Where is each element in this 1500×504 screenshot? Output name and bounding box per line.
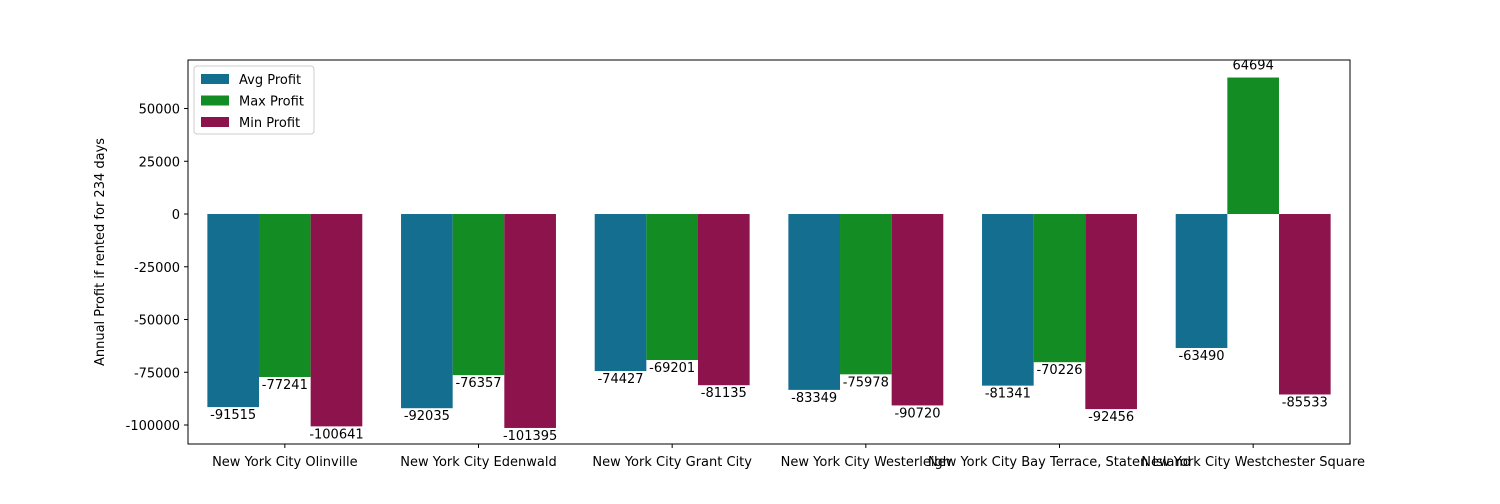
bar-max-profit-5 [1227,77,1279,215]
data-label: -101395 [503,429,557,444]
bar-min-profit-2 [697,214,750,386]
bar-max-profit-3 [840,214,892,375]
data-label: 64694 [1232,59,1273,74]
bar-avg-profit-1 [401,214,453,409]
y-tick-label: -75000 [134,366,180,381]
legend-swatch [201,95,229,106]
data-label: -81341 [985,387,1031,402]
y-tick-label: 0 [172,208,180,223]
legend-label: Max Profit [239,95,304,110]
bars-layer [207,77,1331,428]
data-label: -75978 [843,375,889,390]
bar-avg-profit-4 [982,214,1034,386]
data-label: -100641 [309,427,363,442]
y-tick-label: 25000 [139,155,180,170]
y-tick-label: -25000 [134,261,180,276]
bar-min-profit-0 [310,214,363,427]
data-label: -81135 [701,386,747,401]
legend-label: Avg Profit [239,73,301,88]
data-label: -85533 [1282,395,1328,410]
data-label: -91515 [210,408,256,423]
bar-max-profit-0 [259,214,311,377]
bar-avg-profit-5 [1175,214,1228,348]
x-tick-label: New York City Westerleigh [781,455,951,470]
x-tick-label: New York City Grant City [592,455,752,470]
data-label: -69201 [649,361,695,376]
legend-swatch [201,117,229,127]
data-label: -63490 [1178,349,1224,364]
bar-min-profit-4 [1085,214,1137,410]
x-tick-label: New York City Westchester Square [1141,455,1365,470]
legend-label: Min Profit [239,116,300,131]
data-label: -70226 [1036,363,1082,378]
y-tick-label: 50000 [139,103,180,118]
bar-min-profit-3 [891,214,944,406]
data-label: -92456 [1088,410,1134,425]
data-label: -76357 [455,376,501,391]
data-label: -90720 [894,406,940,421]
bar-min-profit-5 [1278,214,1331,395]
y-axis-label: Annual Profit if rented for 234 days [93,138,108,366]
axes-layer: -100000 -75000 -50000 -25000 0 25000 50000 New … [126,59,1365,470]
bar-avg-profit-0 [207,214,260,408]
data-label: -83349 [791,391,837,406]
legend: Avg Profit Max Profit Min Profit [193,65,315,135]
plot-frame [187,59,1351,445]
data-labels-layer: -91515 -92035 -74427 -83349 -81341 -63490 -772… [210,59,1328,444]
bar-avg-profit-2 [594,214,647,372]
bar-avg-profit-3 [788,214,841,390]
bar-max-profit-4 [1033,214,1086,363]
y-tick-label: -100000 [126,419,180,434]
x-tick-label: New York City Edenwald [400,455,556,470]
bar-max-profit-1 [452,214,505,376]
bar-max-profit-2 [646,214,698,361]
x-tick-label: New York City Olinville [212,455,358,470]
bar-min-profit-1 [504,214,556,428]
x-tick-label: New York City Bay Terrace, Staten Island [928,455,1191,470]
legend-swatch [201,74,229,84]
data-label: -77241 [262,378,308,393]
data-label: -74427 [597,372,643,387]
y-tick-label: -50000 [134,314,180,329]
data-label: -92035 [404,409,450,424]
